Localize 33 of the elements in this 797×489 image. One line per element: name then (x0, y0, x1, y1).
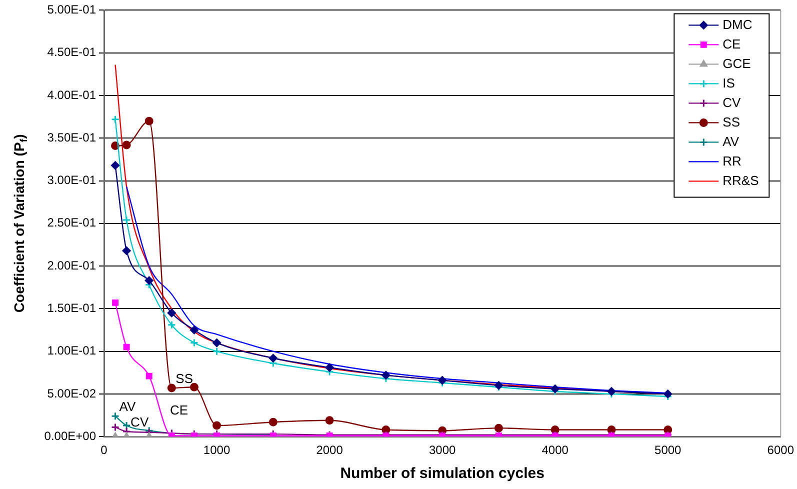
y-tick-label: 1.50E-01 (47, 300, 96, 315)
annotation: CV (130, 414, 149, 430)
annotation: CE (170, 402, 188, 418)
y-tick-label: 2.00E-01 (47, 258, 96, 272)
legend-label: RR&S (722, 172, 760, 188)
legend-label: CV (722, 94, 742, 110)
x-tick-label: 6000 (767, 443, 794, 458)
x-tick-label: 0 (100, 443, 108, 458)
y-tick-label: 2.50E-01 (47, 216, 96, 230)
y-tick-label: 3.50E-01 (47, 130, 96, 144)
x-tick-label: 4000 (542, 443, 569, 458)
legend-label: DMC (722, 16, 752, 32)
annotation: AV (119, 399, 136, 414)
legend-label: SS (722, 114, 740, 130)
legend-label: GCE (722, 56, 752, 71)
y-tick-label: 5.00E-02 (47, 386, 96, 400)
y-tick-label: 5.00E-01 (47, 2, 96, 17)
y-tick-label: 4.00E-01 (47, 88, 96, 102)
x-tick-label: 5000 (654, 443, 682, 458)
y-tick-label: 1.00E-01 (47, 344, 96, 358)
y-tick-label: 0.00E+00 (44, 428, 96, 443)
legend-label: IS (722, 75, 736, 90)
y-tick-label: 3.00E-01 (47, 173, 96, 188)
y-tick-label: 4.50E-01 (47, 45, 96, 60)
y-axis-title: Coefficient of Variation (Pf) (10, 134, 30, 313)
legend-label: CE (722, 36, 742, 52)
legend-label: AV (722, 134, 740, 149)
x-tick-label: 2000 (316, 443, 344, 458)
x-axis-title: Number of simulation cycles (340, 465, 544, 482)
x-tick-label: 1000 (203, 443, 230, 458)
x-tick-label: 3000 (428, 443, 456, 458)
legend-label: RR (722, 153, 742, 168)
annotation: SS (176, 371, 194, 386)
